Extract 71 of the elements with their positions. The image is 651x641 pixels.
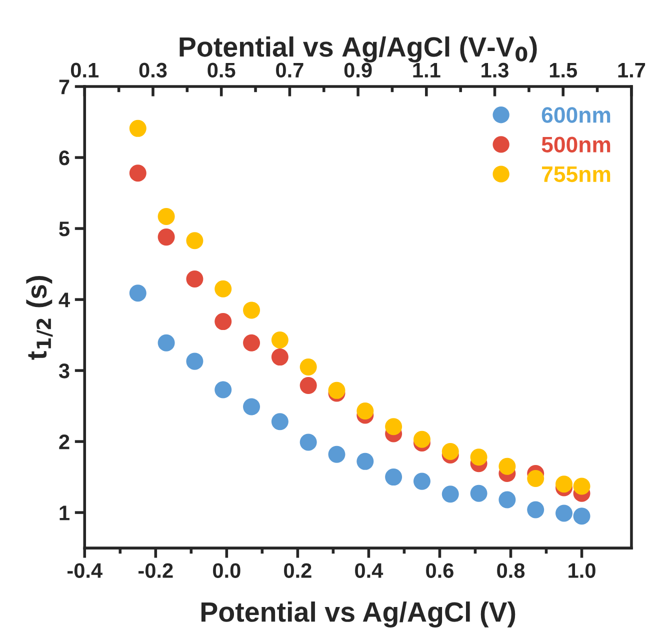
point — [527, 470, 544, 487]
point — [271, 413, 288, 430]
point — [158, 228, 175, 246]
point — [442, 442, 459, 460]
point — [328, 446, 346, 463]
x2-axis-title: Potential vs Ag/AgCl (V-V$_{0}$) — [180, 36, 537, 62]
point — [243, 302, 260, 319]
point — [385, 468, 402, 486]
x-tick-label: 0.8 — [497, 563, 525, 578]
point — [573, 508, 590, 525]
legend-label: 600nm — [542, 107, 610, 123]
x2-tick-label: 0.9 — [344, 62, 372, 78]
point — [556, 476, 573, 493]
x-axis-title: Potential vs Ag/AgCl (V) — [201, 602, 516, 628]
point — [300, 376, 317, 394]
y-tick-label: 3 — [58, 364, 70, 378]
point — [470, 484, 488, 502]
point — [356, 402, 374, 420]
y-tick-label: 5 — [59, 222, 70, 236]
legend-label: 755nm — [542, 166, 610, 182]
point — [470, 448, 488, 466]
point — [573, 478, 590, 495]
point — [498, 491, 516, 508]
y-tick-label: 7 — [59, 80, 70, 94]
point — [385, 418, 402, 436]
point — [158, 208, 175, 225]
y-tick-label: 1 — [60, 506, 70, 520]
x2-tick-label: 1.7 — [618, 63, 646, 78]
point — [129, 164, 146, 182]
y-tick-label: 2 — [59, 434, 70, 450]
point — [129, 120, 146, 137]
x-tick-label: -0.2 — [138, 563, 173, 578]
x2-tick-label: 1.5 — [550, 63, 578, 78]
y-tick-label: 6 — [59, 150, 70, 166]
legend-label: 500nm — [542, 136, 610, 152]
point — [442, 486, 459, 503]
point — [186, 270, 204, 288]
point — [300, 434, 317, 451]
point — [214, 313, 232, 330]
y-axis-title: t$_{1/2}$ (s) — [26, 276, 53, 360]
x-tick-label: 0.6 — [426, 563, 454, 578]
point — [556, 504, 573, 522]
y-tick-label: 4 — [58, 292, 70, 308]
point — [413, 472, 430, 490]
point — [300, 358, 317, 376]
point — [356, 452, 374, 470]
x-tick-label: 0.0 — [213, 563, 240, 578]
point — [214, 280, 232, 298]
point — [527, 501, 544, 518]
x2-tick-label: 1.1 — [413, 63, 440, 78]
point — [271, 332, 288, 349]
point — [186, 232, 204, 250]
point — [413, 430, 430, 448]
x-tick-label: -0.4 — [67, 563, 102, 578]
x2-tick-label: 0.5 — [208, 62, 236, 78]
x2-tick-label: 0.1 — [70, 62, 99, 78]
x-tick-label: 0.2 — [284, 563, 312, 578]
point — [214, 381, 232, 398]
point — [186, 352, 204, 370]
point — [328, 382, 346, 399]
x2-tick-label: 0.3 — [139, 62, 167, 78]
point — [243, 334, 260, 352]
x2-tick-label: 1.3 — [482, 62, 508, 78]
x2-tick-label: 0.7 — [276, 62, 304, 78]
x-tick-label: 1.0 — [568, 563, 596, 578]
point — [158, 334, 175, 352]
x-tick-label: 0.4 — [355, 563, 384, 578]
point — [129, 284, 146, 302]
point — [243, 398, 260, 416]
point — [498, 458, 516, 475]
point — [271, 348, 288, 366]
